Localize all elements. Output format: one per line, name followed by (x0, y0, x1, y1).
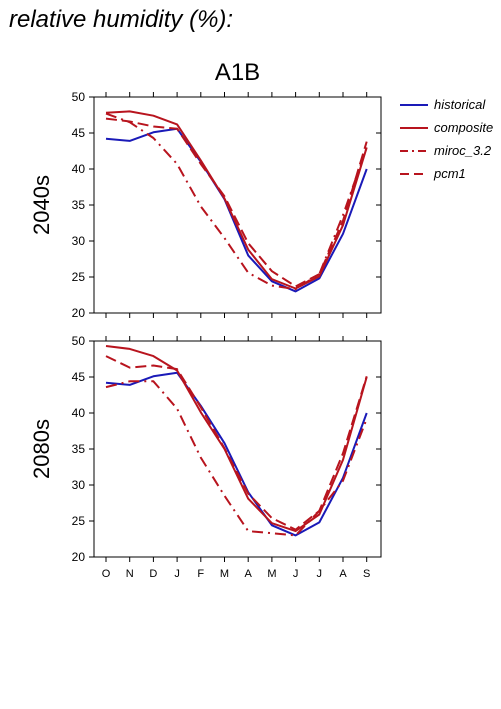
y-axis-label: 2040s (29, 175, 54, 235)
x-tick-label: M (267, 568, 276, 580)
legend-label-miroc_3.2: miroc_3.2 (434, 143, 492, 158)
x-tick-label: D (149, 568, 157, 580)
y-tick-label: 45 (72, 370, 86, 384)
y-tick-label: 50 (72, 334, 86, 348)
x-tick-label: A (245, 568, 253, 580)
y-tick-label: 20 (72, 550, 86, 564)
y-axis-label: 2080s (29, 419, 54, 479)
y-tick-label: 30 (72, 478, 86, 492)
y-tick-label: 25 (72, 514, 86, 528)
series-line-composite (105, 345, 368, 533)
x-tick-label: J (293, 568, 299, 580)
x-tick-label: M (220, 568, 229, 580)
page-heading: relative humidity (%): (9, 6, 234, 33)
chart-title: A1B (215, 59, 260, 86)
y-tick-label: 30 (72, 234, 86, 248)
y-tick-label: 35 (72, 442, 86, 456)
chart-panel-2080s: 20 25 30 35 40 45 50 O N D J F M A M J J A S 2080s (29, 334, 382, 580)
series-line-miroc_3.2 (105, 380, 368, 537)
series-line-pcm1 (105, 117, 368, 288)
legend-label-composite: composite (434, 120, 493, 135)
y-tick-label: 45 (72, 126, 86, 140)
plot-frame (93, 96, 382, 314)
y-tick-label: 20 (72, 306, 86, 320)
series-line-historical (105, 127, 368, 293)
x-tick-label: J (174, 568, 180, 580)
series-line-composite (105, 110, 368, 290)
legend: historical composite miroc_3.2 pcm1 (400, 97, 493, 181)
x-tick-label: J (317, 568, 323, 580)
plot-frame (93, 340, 382, 558)
y-tick-label: 25 (72, 270, 86, 284)
y-tick-label: 40 (72, 406, 86, 420)
legend-label-pcm1: pcm1 (433, 166, 466, 181)
x-tick-label: O (102, 568, 111, 580)
y-tick-label: 35 (72, 198, 86, 212)
x-tick-label: F (197, 568, 204, 580)
x-tick-label: S (363, 568, 370, 580)
x-tick-label: N (126, 568, 134, 580)
series-line-historical (105, 371, 368, 537)
chart-panel-2040s: 20 25 30 35 40 45 50 A1B 2040s (29, 59, 382, 320)
x-tick-label: A (339, 568, 347, 580)
legend-label-historical: historical (434, 97, 486, 112)
y-tick-label: 40 (72, 162, 86, 176)
y-tick-label: 50 (72, 90, 86, 104)
